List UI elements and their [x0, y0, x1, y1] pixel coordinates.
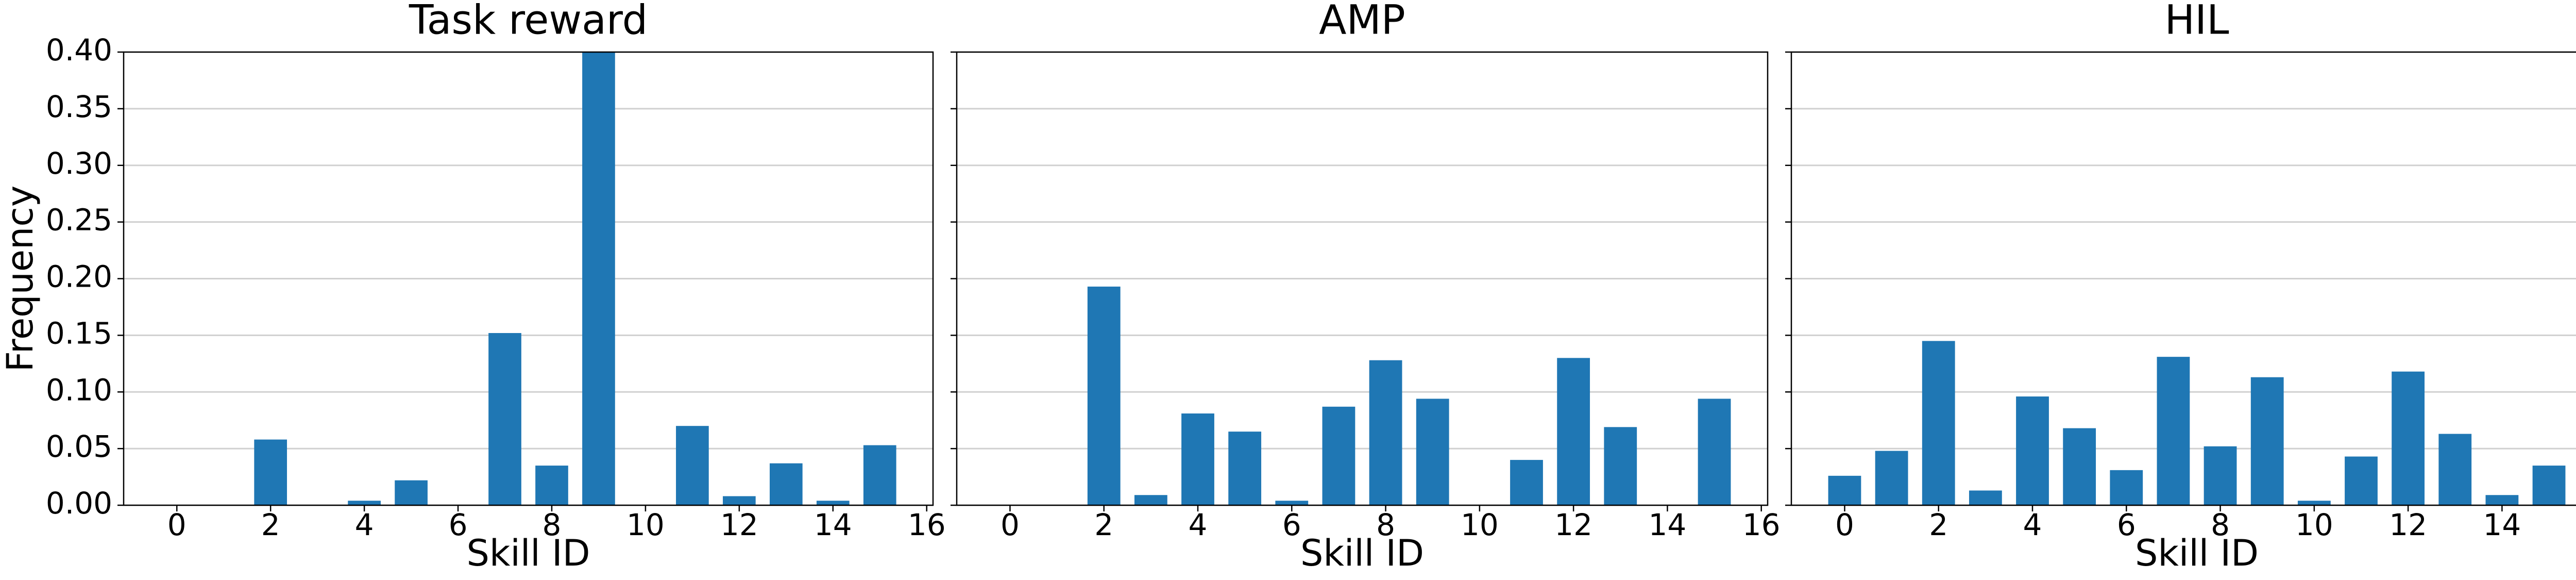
bar	[1875, 451, 1908, 505]
chart-title: Task reward	[409, 0, 648, 43]
bar	[723, 496, 756, 505]
bar	[2016, 396, 2049, 505]
bar	[1134, 495, 1167, 505]
y-tick-label: 0.25	[46, 203, 112, 238]
x-tick-label: 4	[2023, 507, 2042, 542]
y-tick-label: 0.40	[46, 32, 112, 68]
bar	[2063, 428, 2096, 505]
bar	[2345, 456, 2378, 505]
x-tick-label: 8	[2211, 507, 2230, 542]
bar	[535, 466, 568, 505]
bar	[1922, 341, 1955, 505]
bar	[1181, 413, 1214, 505]
chart-title: AMP	[1319, 0, 1405, 43]
x-axis-label: Skill ID	[1300, 532, 1424, 574]
y-tick-label: 0.10	[46, 372, 112, 407]
bar	[2392, 371, 2425, 505]
bar	[254, 439, 287, 505]
bar	[2204, 446, 2237, 505]
bar	[2532, 466, 2566, 505]
x-tick-label: 2	[1929, 507, 1948, 542]
axes-frame	[1790, 51, 2576, 506]
bar	[1604, 427, 1637, 505]
y-tick-label: 0.20	[46, 259, 112, 294]
bar	[1828, 475, 1861, 505]
x-tick-label: 2	[1094, 507, 1113, 542]
bar	[1228, 432, 1262, 505]
y-tick-label: 0.30	[46, 146, 112, 181]
bar	[2110, 470, 2143, 505]
y-tick-label: 0.35	[46, 89, 112, 124]
bar	[1510, 460, 1543, 505]
x-axis-label: Skill ID	[2135, 532, 2259, 574]
bar	[1416, 399, 1449, 505]
x-axis-label: Skill ID	[466, 532, 590, 574]
x-tick-label: 6	[2117, 507, 2136, 542]
x-tick-label: 10	[1461, 507, 1499, 542]
y-tick-label: 0.15	[46, 316, 112, 351]
y-tick-label: 0.00	[46, 486, 112, 521]
x-tick-label: 2	[261, 507, 280, 542]
bar	[2297, 501, 2331, 505]
bar	[863, 445, 896, 505]
x-tick-label: 0	[1001, 507, 1020, 542]
x-tick-label: 16	[1742, 507, 1781, 542]
y-tick-label: 0.05	[46, 429, 112, 464]
x-tick-label: 6	[1282, 507, 1301, 542]
x-tick-label: 12	[1554, 507, 1592, 542]
bar	[676, 426, 709, 505]
x-tick-label: 8	[1376, 507, 1395, 542]
bar	[2485, 495, 2519, 505]
bar	[2250, 377, 2284, 505]
axes-frame	[956, 51, 1769, 506]
x-tick-label: 8	[543, 507, 562, 542]
x-tick-label: 10	[626, 507, 665, 542]
bar	[395, 480, 428, 505]
x-tick-label: 0	[1835, 507, 1854, 542]
bar	[769, 463, 803, 505]
bar	[816, 501, 850, 505]
x-tick-label: 14	[2483, 507, 2521, 542]
x-tick-label: 4	[1189, 507, 1208, 542]
bar	[2438, 434, 2472, 505]
x-tick-label: 14	[814, 507, 852, 542]
bar	[1275, 501, 1309, 505]
x-tick-label: 16	[908, 507, 946, 542]
bar	[1969, 490, 2002, 505]
x-tick-label: 12	[720, 507, 758, 542]
x-tick-label: 10	[2295, 507, 2333, 542]
bar	[348, 501, 381, 505]
chart-title: HIL	[2164, 0, 2229, 43]
x-tick-label: 6	[449, 507, 468, 542]
x-tick-label: 14	[1649, 507, 1687, 542]
y-axis-label: Frequency	[0, 186, 41, 372]
x-tick-label: 4	[355, 507, 374, 542]
axes-frame	[123, 51, 934, 506]
bar	[2157, 357, 2190, 505]
bar	[1698, 399, 1731, 505]
bar	[1087, 286, 1121, 505]
bar	[1322, 406, 1355, 505]
x-tick-label: 12	[2389, 507, 2427, 542]
x-tick-label: 0	[167, 507, 187, 542]
bar	[488, 333, 521, 505]
bar	[1369, 360, 1402, 505]
bar	[1557, 358, 1590, 505]
bar	[582, 52, 615, 505]
